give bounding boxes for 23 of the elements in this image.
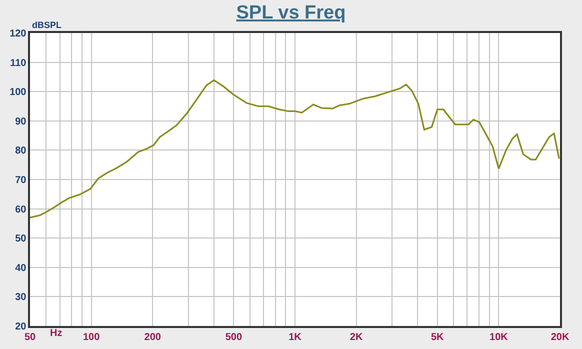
y-tick-label: 60 — [15, 204, 27, 216]
y-tick-label: 80 — [15, 146, 27, 157]
x-tick-label: 1K — [288, 332, 302, 343]
x-tick-label: 5K — [430, 332, 445, 343]
y-tick-label: 40 — [15, 262, 27, 274]
y-tick-label: 90 — [15, 116, 27, 128]
x-tick-label: 500 — [225, 332, 242, 343]
x-tick-label: 20K — [550, 332, 570, 343]
x-tick-label: 100 — [82, 332, 100, 343]
x-tick-label: 10K — [490, 332, 509, 343]
y-axis-title: dBSPL — [32, 20, 62, 30]
y-tick-label: 70 — [15, 175, 27, 186]
x-tick-label: 2K — [350, 332, 364, 343]
y-tick-label: 50 — [15, 234, 27, 245]
x-axis-title: Hz — [50, 328, 62, 339]
x-tick-label: 200 — [144, 332, 162, 343]
y-tick-label: 120 — [10, 28, 27, 40]
y-tick-label: 110 — [10, 58, 27, 69]
y-tick-label: 100 — [10, 87, 27, 98]
y-tick-label: 20 — [15, 322, 27, 332]
y-tick-label: 30 — [15, 292, 27, 304]
chart-title: SPL vs Freq — [236, 2, 346, 24]
x-tick-label: 50 — [24, 332, 36, 343]
